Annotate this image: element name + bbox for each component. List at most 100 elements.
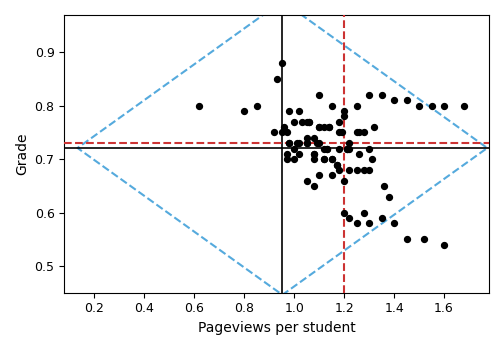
Point	[403, 237, 411, 242]
Point	[302, 178, 310, 183]
Point	[367, 156, 375, 162]
Point	[325, 124, 333, 130]
Point	[305, 119, 313, 125]
Point	[285, 140, 293, 146]
Point	[335, 130, 343, 135]
Point	[320, 146, 328, 151]
Point	[325, 124, 333, 130]
Point	[420, 237, 428, 242]
Point	[285, 108, 293, 114]
Point	[415, 103, 423, 108]
Point	[302, 135, 310, 141]
Point	[273, 76, 281, 82]
Point	[310, 151, 318, 157]
Point	[343, 146, 351, 151]
Point	[310, 183, 318, 189]
Point	[390, 220, 398, 226]
Point	[290, 146, 298, 151]
Point	[195, 103, 203, 108]
Point	[333, 162, 341, 167]
Point	[283, 151, 291, 157]
Point	[360, 130, 368, 135]
Y-axis label: Grade: Grade	[15, 133, 29, 175]
Point	[278, 130, 286, 135]
Point	[390, 98, 398, 103]
Point	[315, 124, 323, 130]
Point	[353, 130, 361, 135]
Point	[295, 151, 303, 157]
Point	[377, 92, 386, 98]
Point	[315, 92, 323, 98]
Point	[365, 92, 373, 98]
Point	[290, 119, 298, 125]
Point	[338, 130, 346, 135]
Point	[427, 103, 435, 108]
Point	[353, 103, 361, 108]
Point	[380, 183, 388, 189]
Point	[302, 119, 310, 125]
Point	[353, 167, 361, 173]
Point	[323, 146, 331, 151]
Point	[295, 140, 303, 146]
Point	[305, 119, 313, 125]
Point	[253, 103, 261, 108]
Point	[320, 156, 328, 162]
Point	[335, 119, 343, 125]
Point	[335, 167, 343, 173]
Point	[323, 146, 331, 151]
Point	[315, 140, 323, 146]
Point	[377, 215, 386, 221]
Point	[285, 140, 293, 146]
Point	[365, 146, 373, 151]
Point	[328, 156, 336, 162]
Point	[283, 130, 291, 135]
Point	[312, 140, 321, 146]
Point	[355, 151, 363, 157]
Point	[340, 210, 348, 215]
Point	[320, 124, 328, 130]
Point	[345, 167, 353, 173]
Point	[360, 167, 368, 173]
Point	[345, 146, 353, 151]
Point	[345, 140, 353, 146]
Point	[310, 151, 318, 157]
Point	[365, 167, 373, 173]
Point	[353, 220, 361, 226]
Point	[295, 108, 303, 114]
Point	[293, 140, 301, 146]
Point	[270, 130, 278, 135]
Point	[385, 194, 393, 199]
Point	[315, 124, 323, 130]
Point	[320, 156, 328, 162]
Point	[340, 114, 348, 119]
Point	[302, 140, 310, 146]
Point	[297, 119, 305, 125]
Point	[440, 103, 448, 108]
Point	[290, 156, 298, 162]
Point	[310, 156, 318, 162]
X-axis label: Pageviews per student: Pageviews per student	[198, 321, 355, 335]
Point	[315, 173, 323, 178]
Point	[280, 124, 288, 130]
Point	[310, 135, 318, 141]
Point	[328, 156, 336, 162]
Point	[335, 146, 343, 151]
Point	[340, 178, 348, 183]
Point	[328, 103, 336, 108]
Point	[355, 130, 363, 135]
Point	[345, 215, 353, 221]
Point	[302, 140, 310, 146]
Point	[343, 146, 351, 151]
Point	[403, 98, 411, 103]
Point	[240, 108, 248, 114]
Point	[278, 60, 286, 66]
Point	[365, 220, 373, 226]
Point	[360, 210, 368, 215]
Point	[333, 162, 341, 167]
Point	[328, 173, 336, 178]
Point	[340, 108, 348, 114]
Point	[440, 242, 448, 247]
Point	[283, 156, 291, 162]
Point	[460, 103, 468, 108]
Point	[370, 124, 378, 130]
